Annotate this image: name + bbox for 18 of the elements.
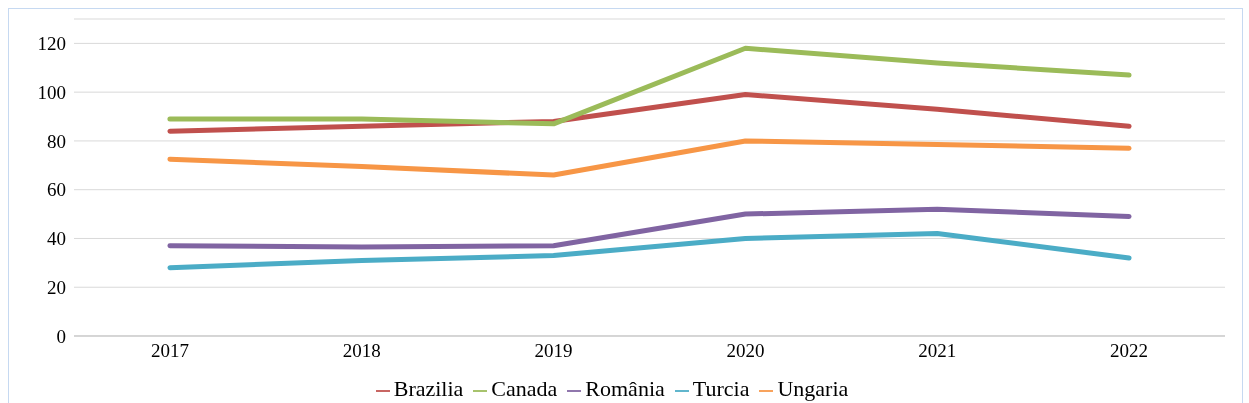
y-tick-label: 60 <box>47 179 66 201</box>
y-tick-label: 100 <box>37 81 66 103</box>
x-tick-label: 2017 <box>150 340 189 362</box>
legend-label: Ungaria <box>777 376 849 401</box>
x-tick-label: 2020 <box>726 340 765 362</box>
x-tick-label: 2022 <box>1110 340 1149 362</box>
y-tick-label: 80 <box>47 130 66 152</box>
x-tick-label: 2019 <box>534 340 573 362</box>
legend-label: România <box>585 376 665 401</box>
legend-label: Turcia <box>692 376 750 401</box>
y-tick-label: 20 <box>47 276 66 298</box>
legend-label: Brazilia <box>393 376 464 401</box>
x-tick-label: 2021 <box>918 340 957 362</box>
legend-label: Canada <box>491 376 558 401</box>
x-tick-label: 2018 <box>342 340 381 362</box>
y-tick-label: 0 <box>56 325 66 347</box>
y-tick-label: 120 <box>37 33 66 55</box>
y-tick-label: 40 <box>47 228 66 250</box>
